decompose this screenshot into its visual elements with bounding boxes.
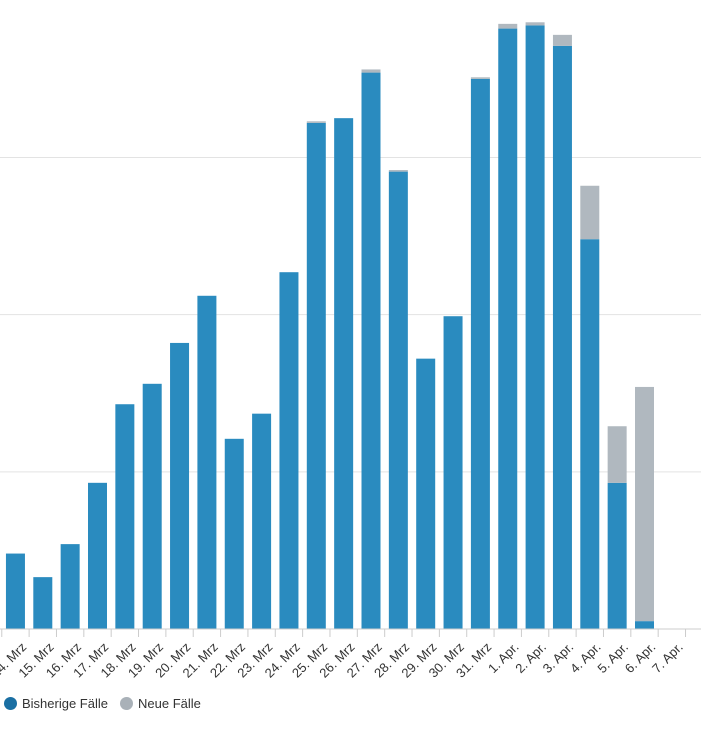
- bar-neue-19[interactable]: [498, 23, 518, 29]
- bar-bisherige-23[interactable]: [607, 482, 627, 629]
- bar-bisherige-9[interactable]: [224, 438, 244, 629]
- bar-bisherige-4[interactable]: [88, 482, 107, 629]
- bar-neue-12[interactable]: [306, 121, 326, 123]
- bar-bisherige-3[interactable]: [60, 544, 80, 629]
- legend-item-neue[interactable]: Neue Fälle: [120, 696, 201, 711]
- bar-neue-23[interactable]: [607, 426, 627, 483]
- bars: [5, 22, 654, 630]
- legend-item-bisherige[interactable]: Bisherige Fälle: [4, 696, 108, 711]
- bar-bisherige-18[interactable]: [470, 78, 490, 629]
- bar-bisherige-10[interactable]: [252, 413, 272, 629]
- legend-swatch-bisherige: [4, 697, 17, 710]
- legend: Bisherige Fälle Neue Fälle: [4, 696, 213, 711]
- bar-bisherige-21[interactable]: [552, 45, 572, 630]
- bar-bisherige-12[interactable]: [306, 122, 326, 629]
- bar-neue-14[interactable]: [361, 69, 381, 73]
- bar-bisherige-22[interactable]: [580, 239, 600, 629]
- bar-bisherige-11[interactable]: [279, 272, 299, 629]
- bar-bisherige-13[interactable]: [334, 118, 354, 630]
- bar-bisherige-17[interactable]: [443, 316, 463, 629]
- bar-bisherige-5[interactable]: [115, 404, 135, 629]
- bar-bisherige-15[interactable]: [388, 171, 408, 629]
- bar-neue-18[interactable]: [470, 77, 490, 79]
- bar-neue-21[interactable]: [552, 34, 572, 46]
- bar-neue-15[interactable]: [388, 170, 408, 172]
- legend-swatch-neue: [120, 697, 133, 710]
- bar-bisherige-14[interactable]: [361, 72, 381, 630]
- bar-bisherige-19[interactable]: [498, 28, 518, 630]
- bar-neue-22[interactable]: [580, 185, 600, 240]
- bar-bisherige-7[interactable]: [170, 342, 190, 629]
- bar-bisherige-16[interactable]: [416, 358, 436, 629]
- bar-bisherige-6[interactable]: [142, 383, 162, 629]
- bar-bisherige-2[interactable]: [33, 577, 53, 629]
- bar-bisherige-24[interactable]: [635, 621, 654, 629]
- bar-bisherige-1[interactable]: [5, 553, 25, 629]
- bar-bisherige-20[interactable]: [525, 25, 545, 629]
- bar-neue-24[interactable]: [635, 386, 654, 622]
- legend-label-neue: Neue Fälle: [138, 696, 201, 711]
- legend-label-bisherige: Bisherige Fälle: [22, 696, 108, 711]
- bar-neue-20[interactable]: [525, 22, 545, 26]
- x-tick-label-25: 7. Apr.: [649, 639, 686, 676]
- bar-bisherige-8[interactable]: [197, 295, 217, 629]
